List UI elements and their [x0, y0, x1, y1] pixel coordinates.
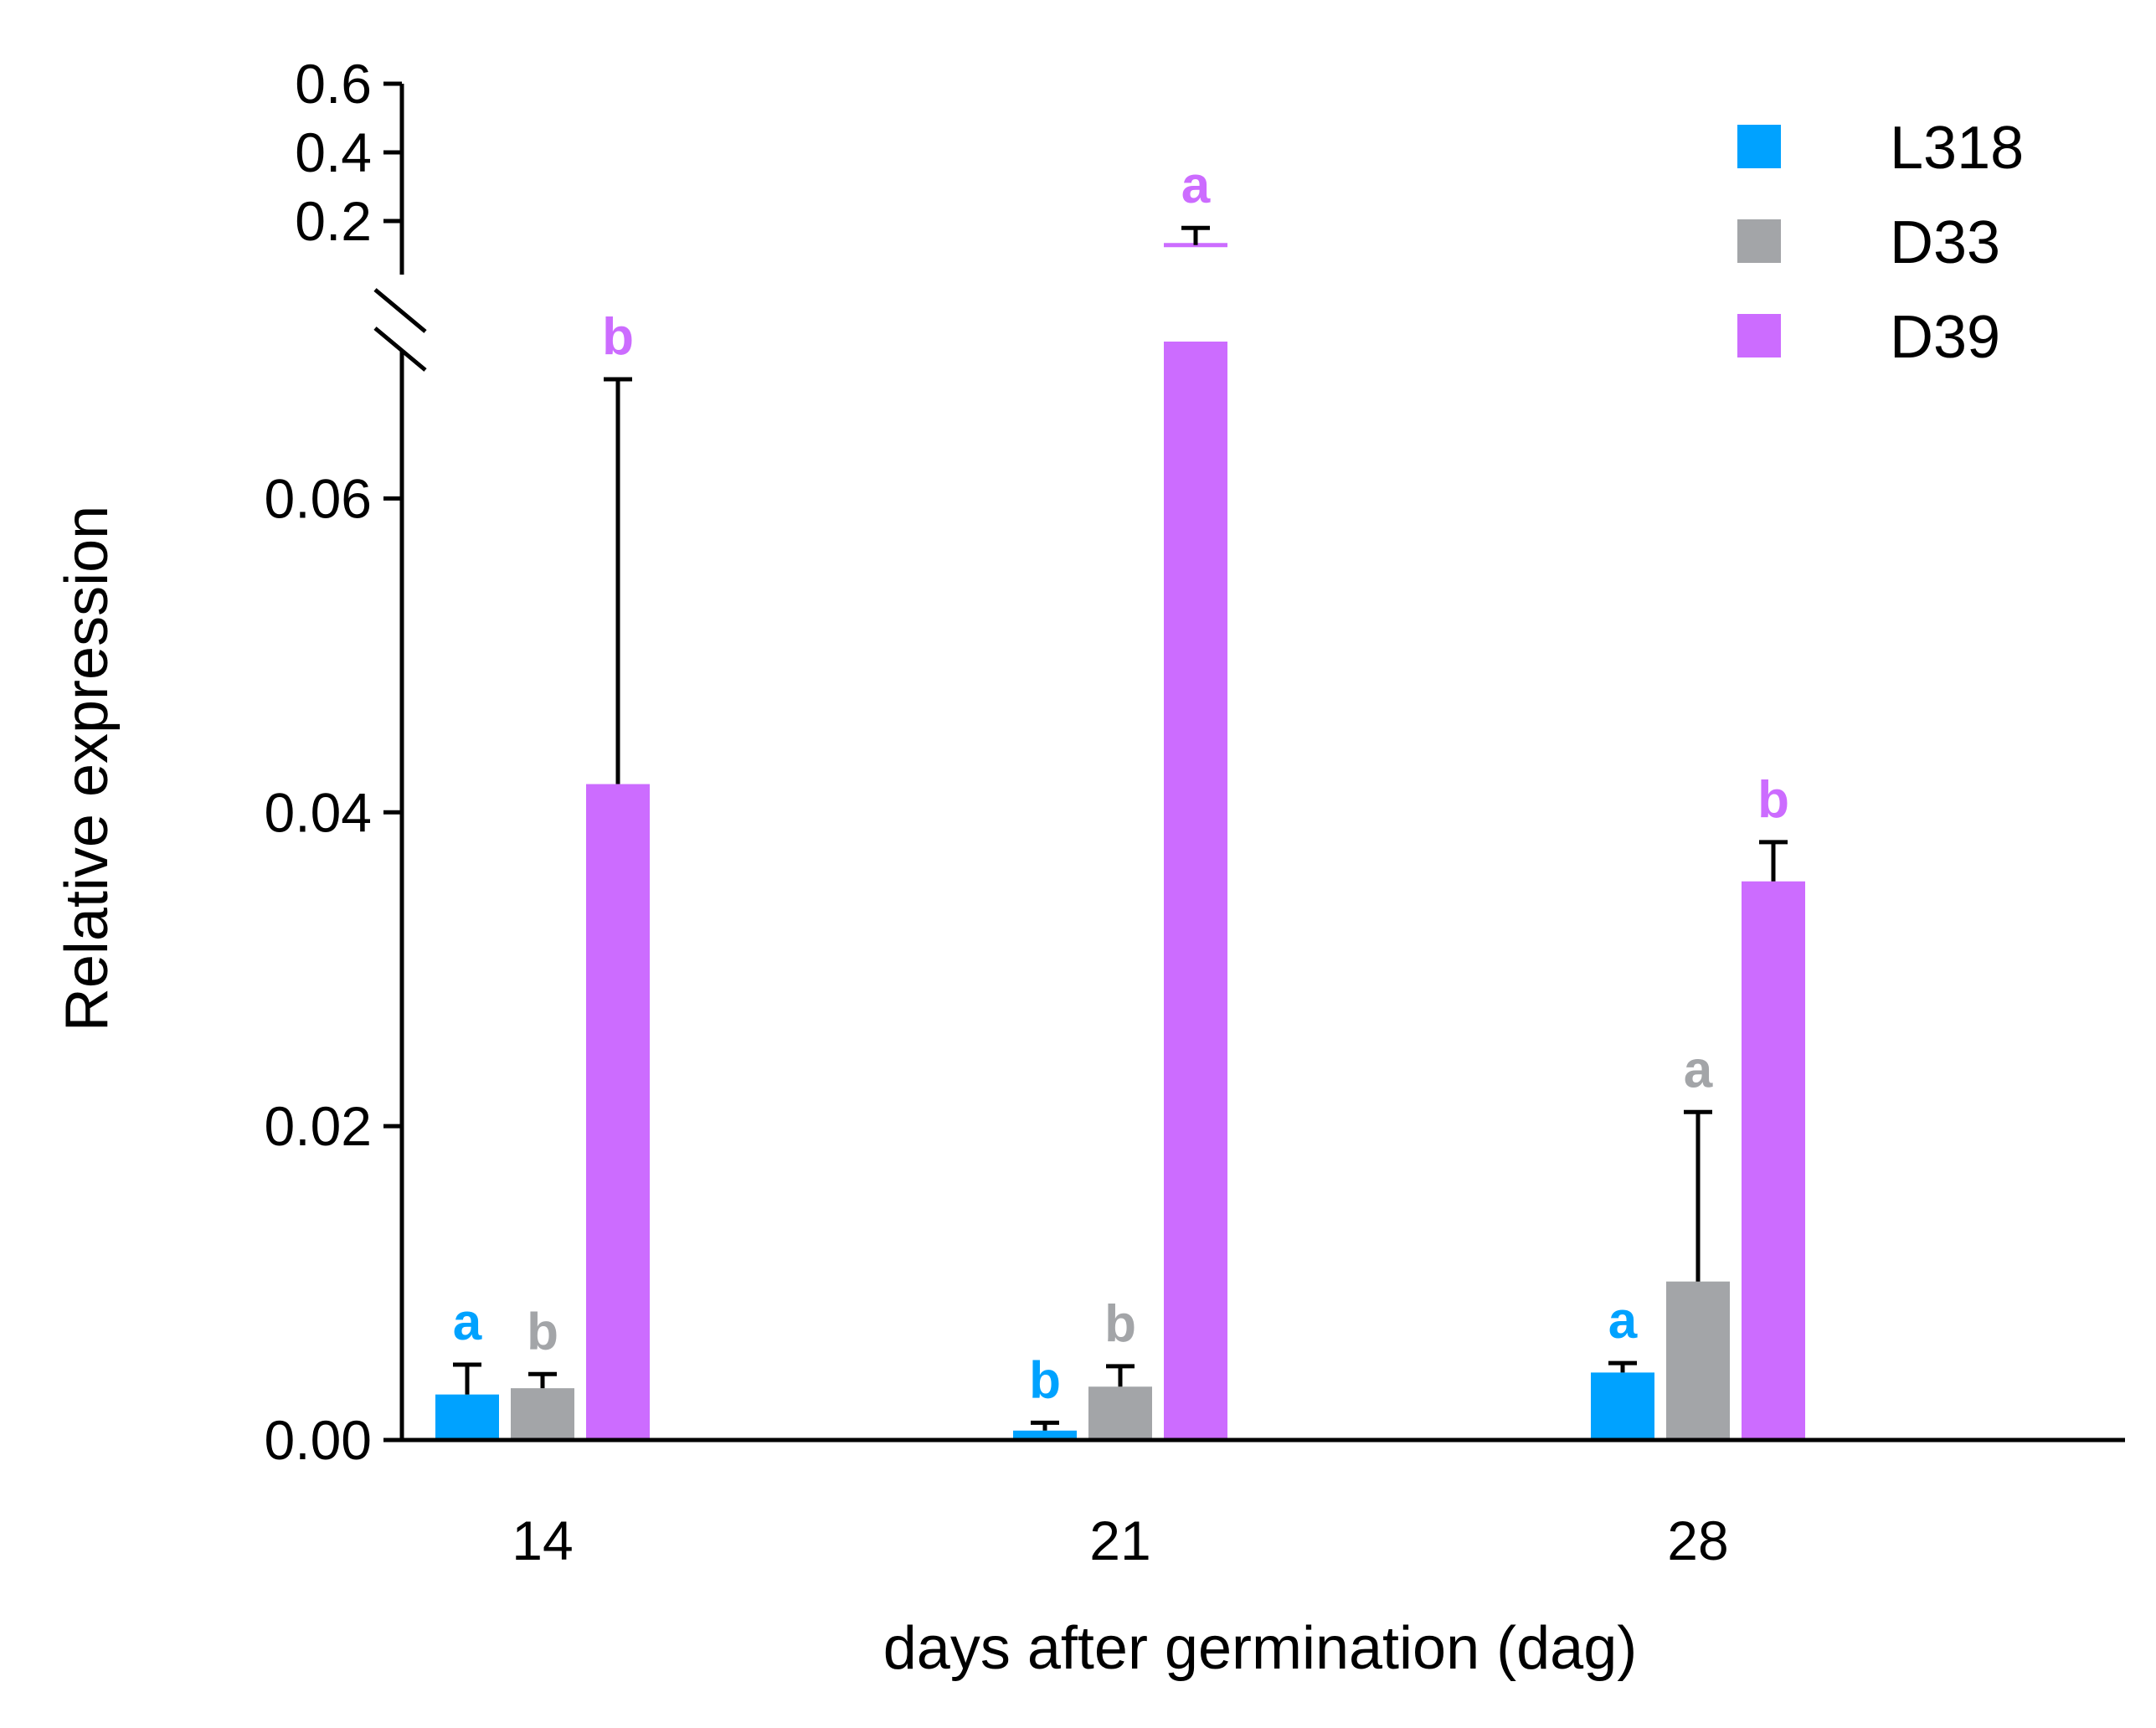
significance-letter-D39-14: b [602, 308, 634, 366]
significance-letter-L318-28: a [1608, 1292, 1638, 1350]
significance-letters-layer: abbbbaaabbbcbabbad [453, 157, 1789, 1409]
bar-L318-28 [1591, 1372, 1654, 1440]
bar-D33-21 [1088, 1386, 1152, 1440]
y-tick-label-0.4: 0.4 [295, 121, 372, 183]
y-axis-title: Relative expression [54, 506, 121, 1031]
y-tick-label-0.06: 0.06 [265, 467, 372, 529]
significance-letter-L318-14: a [453, 1293, 482, 1351]
significance-letter-D39-21: a [1181, 157, 1211, 214]
bar-D39-21 [1164, 342, 1227, 1440]
significance-letter-D33-14: b [527, 1303, 558, 1360]
legend-label-L318: L318 [1890, 115, 2024, 182]
x-tick-label-28: 28 [1667, 1509, 1728, 1571]
y-tick-label-0.04: 0.04 [265, 781, 372, 843]
significance-letter-L318-21: b [1029, 1351, 1061, 1409]
bars-layer [435, 243, 1805, 1440]
bar-D39-28 [1742, 881, 1805, 1440]
legend: L318 D33 D39 [1737, 115, 2024, 371]
y-tick-label-0.6: 0.6 [295, 53, 372, 115]
bar-L318-21 [1013, 1430, 1077, 1440]
axis-break-mark-lower [373, 327, 427, 372]
significance-letter-D33-28: a [1684, 1041, 1713, 1098]
y-tick-label-0.00: 0.00 [265, 1409, 372, 1471]
x-axis-title: days after germination (dag) [883, 1615, 1637, 1682]
legend-swatch-D39 [1737, 314, 1781, 357]
bar-D33-28 [1666, 1281, 1730, 1440]
y-tick-label-0.02: 0.02 [265, 1095, 372, 1157]
legend-swatch-L318 [1737, 125, 1781, 168]
axes-layer: 1421284270770.000.020.040.060.20.40.6 [265, 53, 2125, 1571]
bar-D39-14 [586, 784, 650, 1440]
significance-letter-D39-28: b [1757, 771, 1789, 829]
legend-swatch-D33 [1737, 219, 1781, 263]
legend-label-D39: D39 [1890, 304, 2000, 371]
significance-letter-D33-21: b [1104, 1295, 1136, 1353]
axis-break-mark-upper [373, 288, 427, 333]
legend-label-D33: D33 [1890, 209, 2000, 276]
x-tick-label-14: 14 [512, 1509, 573, 1571]
bar-L318-14 [435, 1394, 499, 1440]
error-bars-layer [453, 225, 1788, 1431]
bar-D33-14 [511, 1388, 574, 1440]
y-tick-label-0.2: 0.2 [295, 190, 372, 252]
x-tick-label-21: 21 [1089, 1509, 1150, 1571]
